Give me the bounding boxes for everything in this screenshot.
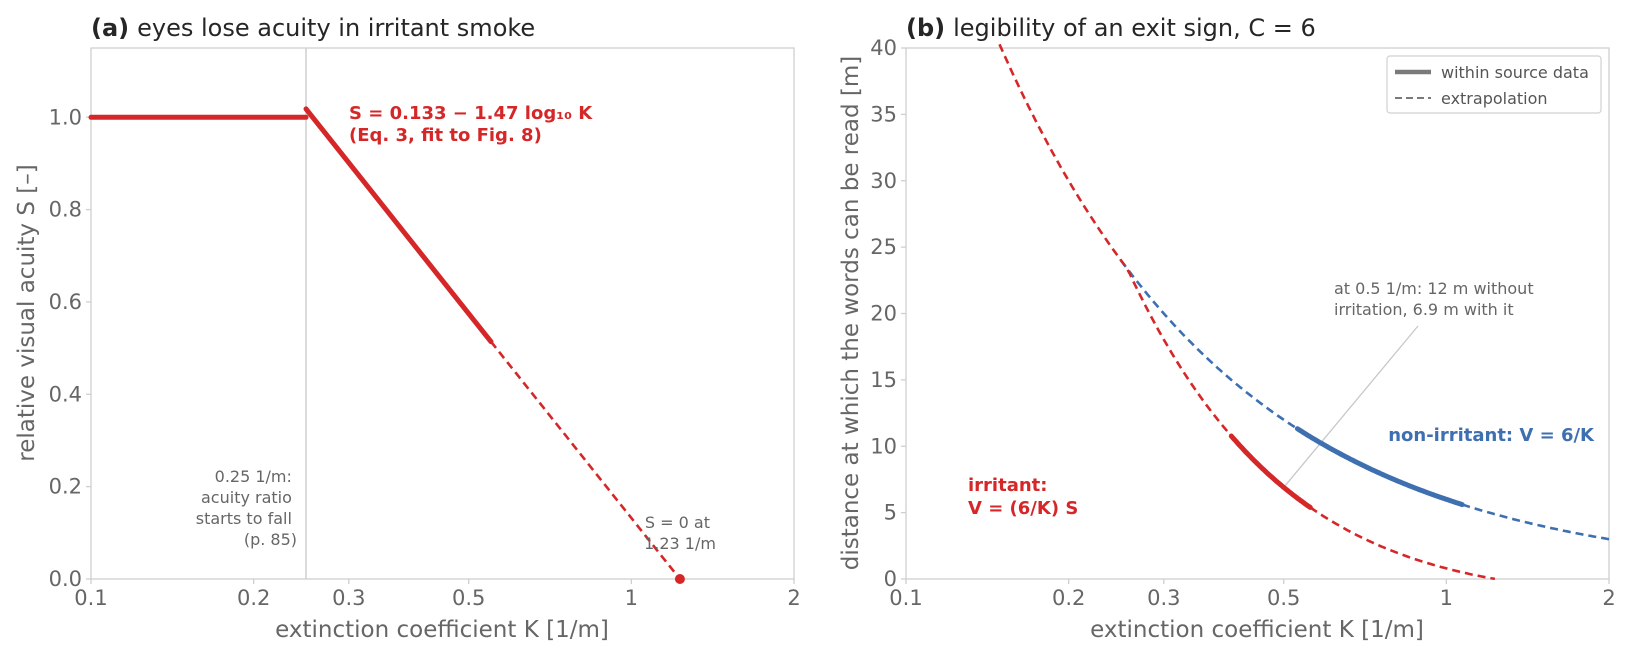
equation-line-2: (Eq. 3, fit to Fig. 8) (349, 125, 542, 146)
threshold-note-line-3: starts to fall (196, 509, 292, 528)
panel-b-title: (b) legibility of an exit sign, C = 6 (906, 14, 1316, 42)
zero-note-line-1: S = 0 at (645, 513, 710, 532)
panel-b-y-tick-label: 0 (884, 567, 897, 591)
panel-a-frame (90, 47, 795, 580)
panel-b-y-tick-label: 10 (870, 434, 897, 458)
panel-a-tag: (a) (91, 14, 129, 42)
non-irritant-curve-extrapolation-1 (1461, 503, 1610, 541)
zero-annotation: S = 0 at 1.23 1/m (644, 513, 716, 553)
panel-a-series (88, 106, 685, 584)
panel-a-x-ticks: 0.1 0.2 0.3 0.5 1 2 (74, 579, 801, 610)
equation-annotation: S = 0.133 − 1.47 log₁₀ K (Eq. 3, fit to … (349, 103, 599, 146)
panel-a-solid-segment-1 (303, 106, 494, 345)
panel-b-y-tick-label: 30 (870, 169, 897, 193)
panel-a-x-tick-label: 0.3 (332, 586, 365, 610)
irritant-curve-source-data (1228, 433, 1313, 510)
panel-b-x-tick-label: 0.5 (1267, 586, 1300, 610)
panel-b-y-tick-label: 35 (870, 102, 897, 126)
panel-b-y-tick-label: 20 (870, 302, 897, 326)
irritant-curve-extrapolation-1 (1309, 506, 1496, 581)
panel-a-y-tick-label: 0.0 (49, 567, 82, 591)
irritant-label-line-1: irritant: (968, 475, 1047, 496)
panel-a-x-tick-label: 1 (625, 586, 638, 610)
threshold-note-line-1: 0.25 1/m: (215, 467, 292, 486)
comparison-note-line-2: irritation, 6.9 m with it (1334, 300, 1514, 319)
panel-b-y-tick-label: 25 (870, 235, 897, 259)
legend-entry-within-source-data: within source data (1441, 63, 1589, 82)
equation-line-1: S = 0.133 − 1.47 log₁₀ K (349, 103, 593, 124)
panel-a-y-tick-label: 0.6 (49, 290, 82, 314)
threshold-note-line-2: acuity ratio (201, 488, 292, 507)
panel-b: (b) legibility of an exit sign, C = 6 0.1… (838, 14, 1616, 643)
panel-a-title: (a) eyes lose acuity in irritant smoke (91, 14, 535, 42)
panel-a-y-tick-label: 1.0 (49, 105, 82, 129)
panel-b-x-axis-label: extinction coefficient K [1/m] (1090, 617, 1424, 643)
panel-b-tag: (b) (906, 14, 945, 42)
threshold-note-line-4: (p. 85) (244, 530, 297, 549)
panel-b-x-tick-label: 2 (1602, 586, 1615, 610)
panel-b-y-axis-label: distance at which the words can be read … (838, 56, 864, 571)
panel-b-x-ticks: 0.1 0.2 0.3 0.5 1 2 (889, 579, 1616, 610)
panel-a-x-axis-label: extinction coefficient K [1/m] (275, 617, 609, 643)
irritant-curve-extrapolation-0 (998, 43, 1233, 437)
comparison-annotation: at 0.5 1/m: 12 m without irritation, 6.9… (1334, 279, 1539, 319)
panel-b-x-tick-label: 0.1 (889, 586, 922, 610)
non-irritant-curve-source-data (1294, 426, 1465, 508)
panel-b-y-tick-label: 15 (870, 368, 897, 392)
panel-b-y-tick-label: 5 (884, 501, 897, 525)
panel-a-y-tick-label: 0.4 (49, 382, 82, 406)
panel-a-x-tick-label: 0.5 (452, 586, 485, 610)
irritant-label-line-2: V = (6/K) S (968, 498, 1078, 519)
panel-b-x-tick-label: 1 (1440, 586, 1453, 610)
zero-note-line-2: 1.23 1/m (644, 534, 716, 553)
panel-a-x-tick-label: 2 (787, 586, 800, 610)
non-irritant-curve-extrapolation-0 (1119, 259, 1299, 430)
threshold-annotation: 0.25 1/m: acuity ratio starts to fall (p… (196, 467, 297, 549)
panel-b-series (998, 43, 1610, 581)
panel-a-y-axis-label: relative visual acuity S [–] (14, 164, 40, 461)
panel-b-title-text: legibility of an exit sign, C = 6 (953, 14, 1316, 42)
panel-a-y-ticks: 0.0 0.2 0.4 0.6 0.8 1.0 (49, 105, 91, 591)
panel-b-x-tick-label: 0.2 (1052, 586, 1085, 610)
panel-a: (a) eyes lose acuity in irritant smoke 0.… (14, 14, 801, 643)
legend-entry-extrapolation: extrapolation (1441, 89, 1548, 108)
panel-a-y-tick-label: 0.8 (49, 198, 82, 222)
comparison-pointer-line (1283, 325, 1419, 488)
legend-box (1386, 55, 1602, 114)
comparison-note-line-1: at 0.5 1/m: 12 m without (1334, 279, 1534, 298)
non-irritant-label: non-irritant: V = 6/K (1388, 425, 1595, 446)
panel-a-title-text: eyes lose acuity in irritant smoke (137, 14, 535, 42)
irritant-label: irritant: V = (6/K) S (968, 475, 1078, 519)
panel-b-x-tick-label: 0.3 (1147, 586, 1180, 610)
legend: within source data extrapolation (1386, 55, 1602, 114)
panel-b-y-ticks: 0 5 10 15 20 25 30 35 40 (870, 36, 906, 591)
panel-a-y-tick-label: 0.2 (49, 475, 82, 499)
panel-a-dashed-segment-2 (489, 340, 681, 580)
panel-a-x-tick-label: 0.1 (74, 586, 107, 610)
panel-b-y-tick-label: 40 (870, 36, 897, 60)
zero-crossing-marker (674, 574, 685, 584)
panel-a-x-tick-label: 0.2 (237, 586, 270, 610)
